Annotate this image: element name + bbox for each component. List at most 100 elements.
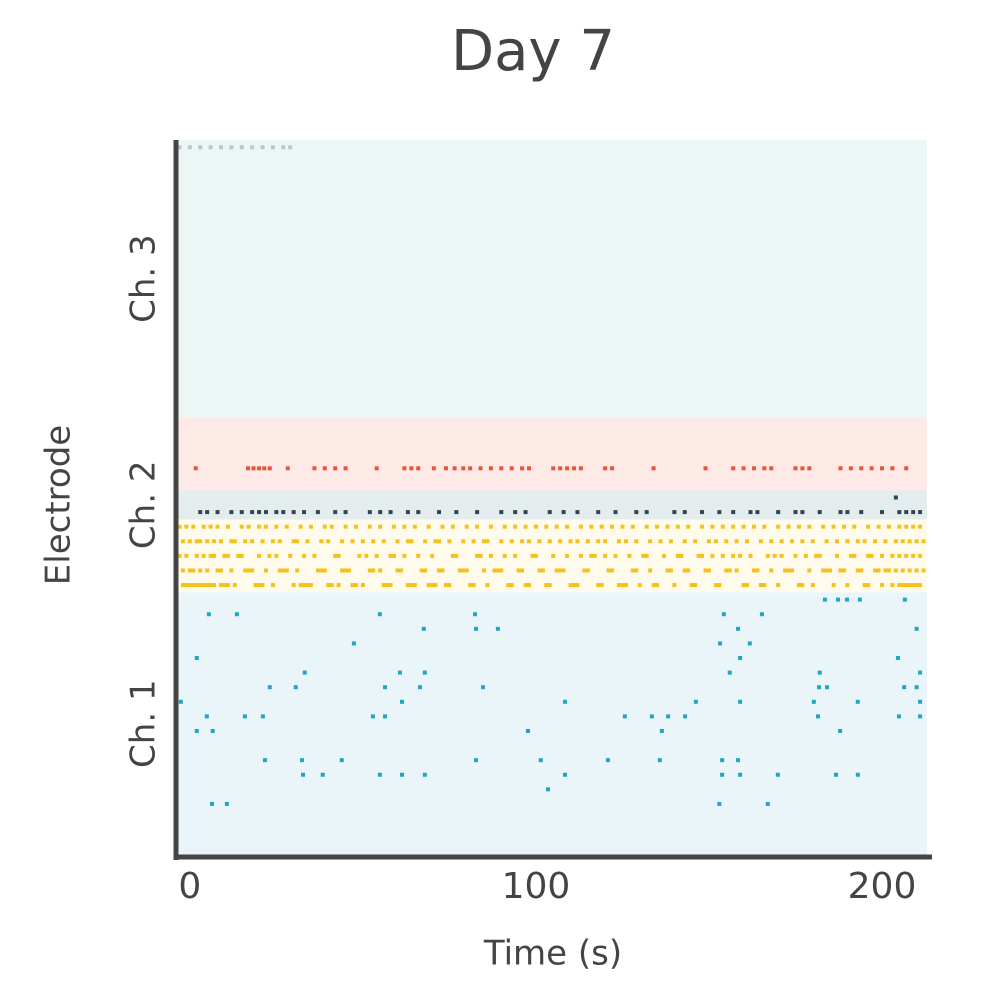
spike [454, 510, 459, 515]
spike [246, 524, 251, 529]
spike [378, 510, 383, 515]
spike [866, 553, 871, 558]
spike [613, 553, 618, 558]
spike [738, 656, 743, 661]
spike [177, 145, 182, 150]
spike [357, 553, 362, 558]
spike [499, 466, 504, 471]
spike [914, 583, 919, 588]
spike [215, 568, 220, 573]
spike [322, 568, 327, 573]
spike [848, 466, 853, 471]
spike [571, 466, 576, 471]
spike [270, 539, 275, 544]
spike [527, 466, 532, 471]
spike [377, 612, 382, 617]
spike [589, 553, 594, 558]
spike [776, 583, 781, 588]
spike [260, 714, 265, 719]
spike [824, 539, 829, 544]
spike [198, 510, 203, 515]
channel-label: Ch. 1 [124, 679, 164, 768]
spike [422, 772, 427, 777]
spike [666, 714, 671, 719]
spike [575, 583, 580, 588]
spike [405, 539, 410, 544]
spike [177, 553, 182, 558]
spike [194, 656, 199, 661]
spike [353, 524, 358, 529]
spike [461, 568, 466, 573]
spike [395, 539, 400, 544]
spike [578, 524, 583, 529]
spike [340, 539, 345, 544]
spike [918, 583, 923, 588]
spike [433, 539, 438, 544]
spike [731, 524, 736, 529]
spike [855, 568, 860, 573]
spike [786, 568, 791, 573]
spike [902, 597, 907, 602]
spike [886, 568, 891, 573]
spike [606, 568, 611, 573]
spike [741, 524, 746, 529]
spike [339, 758, 344, 763]
spike [291, 583, 296, 588]
spike [274, 524, 279, 529]
spike [904, 466, 909, 471]
spike [558, 466, 563, 471]
spike [392, 524, 397, 529]
spike [538, 758, 543, 763]
spike [234, 612, 239, 617]
spike [250, 568, 255, 573]
spike [918, 553, 923, 558]
spike [648, 568, 653, 573]
spike [845, 597, 850, 602]
spike [194, 539, 199, 544]
spike [305, 539, 310, 544]
spike [578, 466, 583, 471]
spike [883, 539, 888, 544]
spike [921, 539, 926, 544]
spike [682, 510, 687, 515]
spike [506, 583, 511, 588]
spike [720, 553, 725, 558]
spike [184, 553, 189, 558]
band [178, 140, 927, 418]
spike [343, 466, 348, 471]
spike [215, 510, 220, 515]
spike [239, 510, 244, 515]
spike [562, 772, 567, 777]
spike [263, 510, 268, 515]
spike [554, 524, 559, 529]
spike [745, 539, 750, 544]
channel-label: Ch. 3 [124, 234, 164, 323]
spike [378, 568, 383, 573]
spike [205, 583, 210, 588]
spike [263, 568, 268, 573]
spike [855, 699, 860, 704]
spike [890, 466, 895, 471]
spike [260, 583, 265, 588]
spike [218, 583, 223, 588]
spike [554, 568, 559, 573]
spike [734, 568, 739, 573]
spike [209, 801, 214, 806]
spike [665, 524, 670, 529]
spike [367, 510, 372, 515]
spike [713, 583, 718, 588]
spike [198, 539, 203, 544]
spike [565, 466, 570, 471]
spike [440, 568, 445, 573]
spike [755, 510, 760, 515]
spike [900, 583, 905, 588]
spike [657, 758, 662, 763]
spike [727, 670, 732, 675]
spike [447, 539, 452, 544]
spike [302, 583, 307, 588]
spike [845, 510, 850, 515]
spike [745, 583, 750, 588]
spike [229, 568, 234, 573]
spike [298, 524, 303, 529]
spike [755, 568, 760, 573]
